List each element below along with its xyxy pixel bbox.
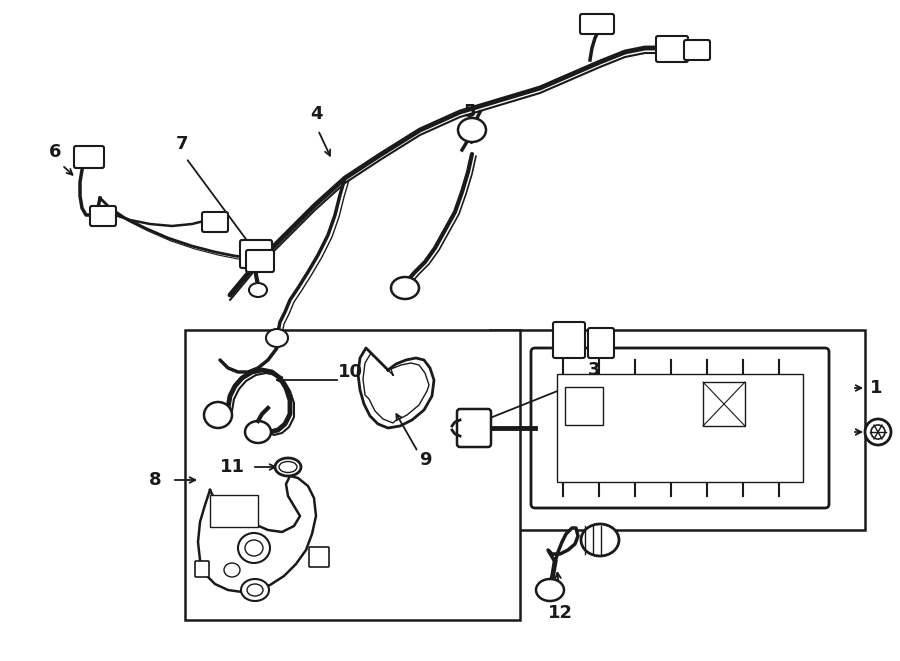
FancyBboxPatch shape — [580, 14, 614, 34]
Text: 3: 3 — [588, 361, 600, 379]
Text: 10: 10 — [338, 363, 363, 381]
Ellipse shape — [249, 283, 267, 297]
Text: 8: 8 — [148, 471, 161, 489]
Ellipse shape — [238, 533, 270, 563]
FancyBboxPatch shape — [195, 561, 209, 577]
Polygon shape — [198, 476, 316, 592]
Ellipse shape — [247, 584, 263, 596]
Text: 11: 11 — [220, 458, 245, 476]
Ellipse shape — [275, 458, 301, 476]
Ellipse shape — [536, 579, 564, 601]
Text: 12: 12 — [547, 604, 572, 622]
FancyBboxPatch shape — [202, 212, 228, 232]
FancyBboxPatch shape — [588, 328, 614, 358]
FancyBboxPatch shape — [309, 547, 329, 567]
Text: 4: 4 — [310, 105, 322, 123]
Bar — [557, 374, 803, 482]
Text: 5: 5 — [464, 103, 476, 121]
FancyBboxPatch shape — [656, 36, 688, 62]
Ellipse shape — [224, 563, 240, 577]
Bar — [185, 330, 520, 620]
Bar — [490, 330, 865, 530]
Ellipse shape — [279, 461, 297, 473]
Bar — [210, 495, 258, 527]
Ellipse shape — [871, 425, 885, 439]
FancyBboxPatch shape — [246, 250, 274, 272]
FancyBboxPatch shape — [457, 409, 491, 447]
Ellipse shape — [266, 329, 288, 347]
FancyBboxPatch shape — [553, 322, 585, 358]
Ellipse shape — [245, 540, 263, 556]
FancyBboxPatch shape — [74, 146, 104, 168]
Bar — [565, 387, 603, 425]
Text: 6: 6 — [49, 143, 61, 161]
Polygon shape — [548, 528, 578, 562]
FancyBboxPatch shape — [90, 206, 116, 226]
FancyBboxPatch shape — [531, 348, 829, 508]
Text: 9: 9 — [418, 451, 431, 469]
Text: 1: 1 — [870, 379, 883, 397]
Ellipse shape — [865, 419, 891, 445]
Text: 7: 7 — [176, 135, 188, 153]
FancyBboxPatch shape — [684, 40, 710, 60]
Ellipse shape — [241, 579, 269, 601]
Bar — [703, 382, 745, 426]
Ellipse shape — [245, 421, 271, 443]
Ellipse shape — [204, 402, 232, 428]
Polygon shape — [358, 348, 434, 428]
Ellipse shape — [581, 524, 619, 556]
FancyBboxPatch shape — [240, 240, 272, 268]
Ellipse shape — [458, 118, 486, 142]
Text: 2: 2 — [870, 423, 883, 441]
Ellipse shape — [391, 277, 419, 299]
